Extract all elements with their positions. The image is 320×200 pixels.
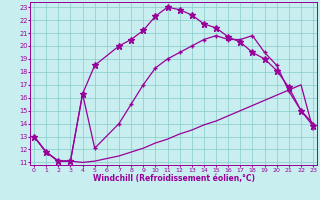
- X-axis label: Windchill (Refroidissement éolien,°C): Windchill (Refroidissement éolien,°C): [92, 174, 255, 183]
